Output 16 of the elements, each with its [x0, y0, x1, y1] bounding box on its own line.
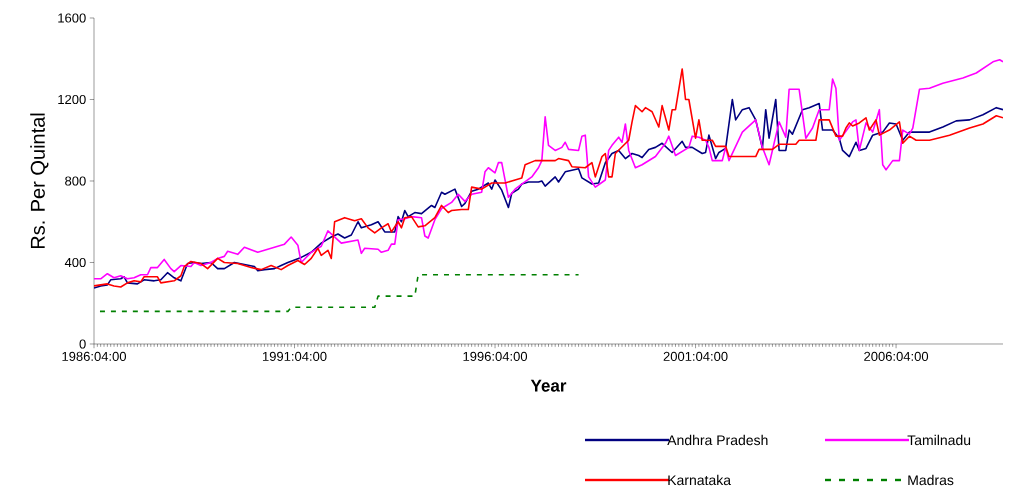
legend-label: Madras	[908, 474, 954, 486]
x-tick-label: 1991:04:00	[262, 351, 327, 361]
x-axis-title: Year	[530, 379, 567, 392]
y-tick-label: 800	[65, 176, 86, 186]
legend-label: Andhra Pradesh	[667, 434, 768, 446]
y-tick-label: 1200	[58, 94, 86, 105]
y-axis-title: Rs. Per Quintal	[30, 113, 49, 249]
x-tick-label: 1996:04:00	[463, 351, 528, 361]
x-tick-label: 2006:04:00	[864, 351, 929, 361]
y-tick-label: 400	[64, 257, 86, 268]
legend-label: Tamilnadu	[907, 434, 971, 446]
legend-label: Karnataka	[668, 474, 732, 486]
y-tick-label: 0	[79, 339, 86, 349]
x-tick-label: 1986:04:00	[62, 351, 127, 361]
y-tick-label: 1600	[58, 13, 86, 23]
x-tick-label: 2001:04:00	[663, 351, 728, 361]
